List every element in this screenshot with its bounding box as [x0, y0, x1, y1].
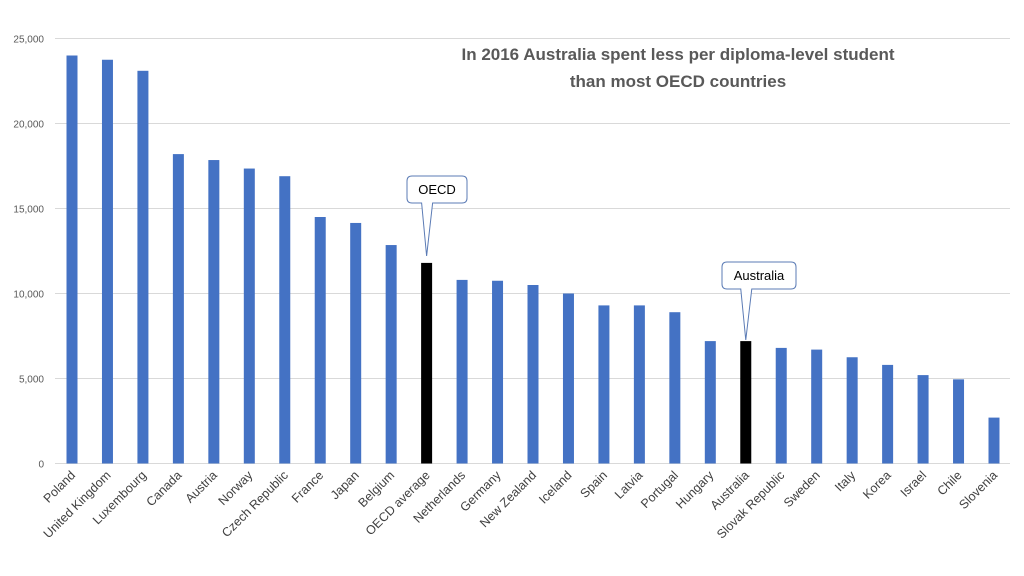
callout-box [406, 175, 468, 257]
x-tick-label: Japan [328, 468, 362, 502]
x-tick-label: Canada [144, 468, 185, 509]
bar [101, 59, 113, 464]
bar [846, 357, 858, 464]
bar [811, 349, 823, 464]
x-tick-label: France [289, 468, 326, 505]
bar [279, 176, 291, 464]
bar [775, 347, 787, 464]
callout: OECD [406, 175, 468, 257]
bar [172, 154, 184, 464]
x-tick-label: Portugal [638, 468, 681, 511]
bar [669, 312, 681, 464]
bar [208, 160, 220, 464]
x-tick-label: Italy [832, 468, 859, 495]
x-tick-label: Czech Republic [219, 468, 291, 540]
bar [527, 285, 539, 464]
y-tick-label: 0 [38, 460, 44, 471]
bar [598, 305, 610, 464]
callout-text: Australia [734, 268, 785, 283]
y-tick-label: 10,000 [13, 290, 44, 301]
bar [385, 245, 397, 464]
x-tick-label: Iceland [536, 468, 574, 506]
annotations: OECD Australia [406, 175, 797, 341]
y-tick-label: 20,000 [13, 120, 44, 131]
callout-box [721, 261, 797, 341]
bar [633, 305, 645, 464]
x-tick-label: Slovenia [956, 468, 1000, 512]
bar [456, 279, 468, 464]
bar [66, 55, 78, 464]
x-tick-label: Austria [183, 468, 220, 505]
callout-text: OECD [418, 182, 456, 197]
x-tick-label: Israel [898, 468, 930, 500]
bar [314, 217, 326, 464]
bar [421, 262, 433, 464]
y-tick-label: 15,000 [13, 205, 44, 216]
bar [740, 341, 752, 464]
bar [882, 364, 894, 464]
x-tick-label: Latvia [612, 468, 646, 502]
x-tick-label: Sweden [781, 468, 823, 510]
bar [137, 70, 149, 464]
y-tick-label: 5,000 [19, 375, 44, 386]
bar [704, 341, 716, 464]
x-tick-label: Chile [935, 468, 965, 498]
callout: Australia [721, 261, 797, 341]
y-axis: 0 5,000 10,000 15,000 20,000 25,000 [13, 35, 44, 471]
x-tick-label: Korea [860, 468, 894, 502]
y-tick-label: 25,000 [13, 35, 44, 46]
bar [953, 379, 965, 464]
chart-title-line-2: than most OECD countries [570, 72, 786, 91]
bar [917, 375, 929, 464]
bars [66, 55, 1000, 464]
bar [350, 222, 362, 464]
bar [243, 168, 255, 464]
bar [562, 293, 574, 464]
bar [492, 280, 504, 464]
x-tick-label: Spain [578, 468, 611, 501]
chart-title-line-1: In 2016 Australia spent less per diploma… [461, 45, 894, 64]
bar [988, 417, 1000, 464]
